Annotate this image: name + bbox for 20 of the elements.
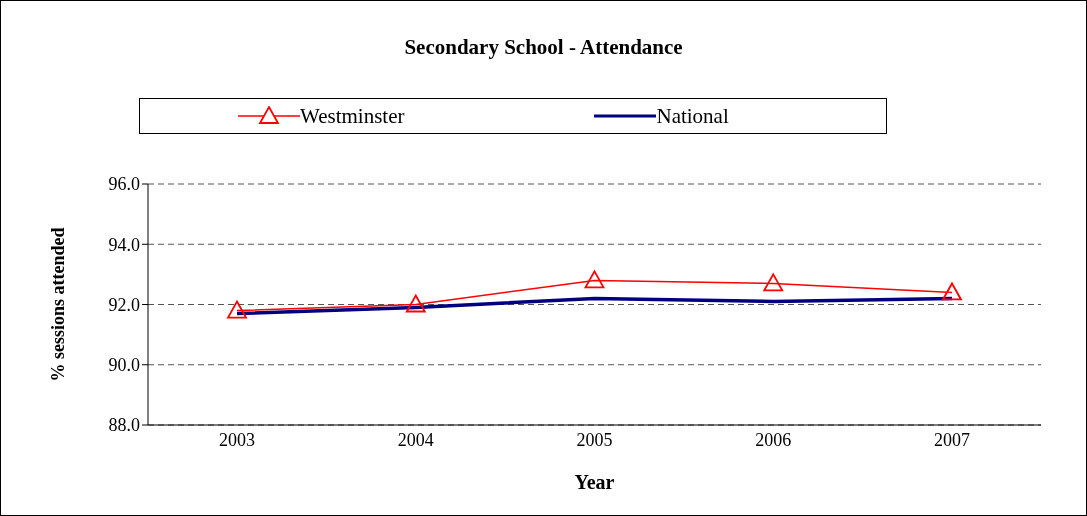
point	[763, 273, 784, 292]
x-tick-label: 2006	[755, 429, 792, 450]
x-tick-label: 2007	[934, 429, 970, 450]
y-tick-label: 88.0	[108, 415, 140, 436]
y-tick-label: 94.0	[108, 234, 140, 255]
legend-label: National	[656, 103, 729, 129]
x-tick-label: 2004	[397, 429, 434, 450]
y-tick-label: 96.0	[108, 174, 140, 195]
x-tick-label: 2003	[219, 429, 255, 450]
point	[405, 294, 426, 313]
y-tick-label: 92.0	[108, 294, 140, 315]
x-axis-title: Year	[574, 471, 615, 493]
chart-title: Secondary School - Attendance	[403, 35, 684, 60]
point	[942, 282, 962, 301]
x-tick-label: 2005	[576, 429, 613, 450]
legend-label: Westminster	[300, 103, 405, 129]
y-tick-label: 90.0	[108, 355, 140, 376]
point	[584, 270, 605, 289]
y-axis-title: % sessions attended	[48, 227, 69, 382]
point	[227, 300, 247, 319]
